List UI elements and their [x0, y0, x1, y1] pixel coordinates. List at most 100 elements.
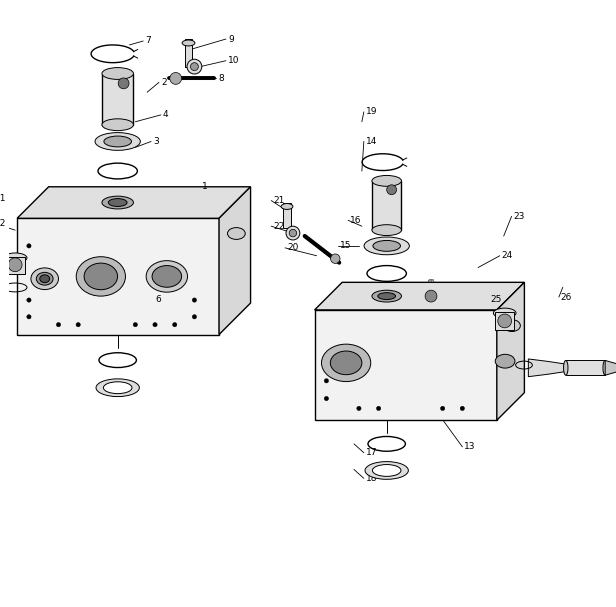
Circle shape	[172, 322, 177, 327]
Ellipse shape	[373, 464, 401, 476]
Polygon shape	[497, 282, 524, 420]
Text: 15: 15	[340, 242, 352, 250]
Circle shape	[187, 59, 202, 74]
Bar	[283, 203, 291, 228]
Ellipse shape	[364, 237, 410, 255]
Text: 20: 20	[287, 243, 298, 253]
Polygon shape	[605, 361, 616, 375]
Text: 21: 21	[274, 196, 285, 205]
Circle shape	[26, 314, 31, 319]
Circle shape	[440, 406, 445, 410]
Circle shape	[153, 322, 157, 327]
Polygon shape	[529, 359, 565, 377]
Circle shape	[26, 244, 31, 248]
Text: 17: 17	[366, 448, 378, 457]
Text: 4: 4	[163, 110, 169, 120]
Text: 8: 8	[218, 74, 224, 83]
Ellipse shape	[372, 290, 402, 302]
Polygon shape	[219, 187, 251, 334]
Ellipse shape	[372, 225, 402, 236]
Ellipse shape	[378, 293, 395, 300]
Text: 26: 26	[561, 293, 572, 302]
Bar	[495, 312, 514, 330]
Circle shape	[76, 322, 80, 327]
Ellipse shape	[36, 273, 53, 285]
Ellipse shape	[493, 308, 516, 318]
Polygon shape	[17, 187, 251, 219]
Bar	[565, 361, 605, 375]
Circle shape	[376, 406, 381, 410]
Text: 14: 14	[366, 137, 377, 146]
Text: 5: 5	[165, 268, 171, 277]
Circle shape	[118, 78, 129, 89]
Text: 19: 19	[366, 107, 378, 117]
Text: 24: 24	[502, 251, 513, 260]
Ellipse shape	[40, 275, 50, 283]
Polygon shape	[17, 219, 219, 334]
Text: 2: 2	[161, 78, 166, 87]
Polygon shape	[372, 181, 402, 230]
Circle shape	[8, 258, 22, 272]
Ellipse shape	[564, 361, 568, 375]
Text: 16: 16	[350, 215, 362, 225]
Ellipse shape	[95, 132, 140, 151]
Circle shape	[324, 379, 328, 383]
Text: 65: 65	[427, 279, 435, 284]
Circle shape	[387, 185, 397, 195]
Circle shape	[331, 254, 340, 263]
Text: 23: 23	[514, 212, 525, 221]
Text: 25: 25	[490, 294, 501, 304]
Ellipse shape	[373, 240, 400, 251]
Text: 6: 6	[155, 294, 161, 304]
Ellipse shape	[104, 136, 131, 147]
Ellipse shape	[152, 266, 182, 287]
Text: 12: 12	[0, 219, 7, 228]
Circle shape	[289, 229, 297, 237]
Text: 18: 18	[366, 474, 378, 483]
Circle shape	[133, 322, 137, 327]
Ellipse shape	[146, 260, 187, 292]
Ellipse shape	[102, 119, 134, 131]
Ellipse shape	[504, 320, 521, 331]
Text: 22: 22	[274, 222, 285, 231]
Circle shape	[460, 406, 464, 410]
Ellipse shape	[108, 198, 127, 206]
Text: 13: 13	[464, 443, 476, 452]
Circle shape	[170, 72, 182, 84]
Ellipse shape	[12, 266, 22, 274]
Bar	[185, 39, 192, 67]
Circle shape	[190, 63, 198, 70]
Text: 9: 9	[228, 35, 233, 44]
Circle shape	[192, 314, 197, 319]
Ellipse shape	[603, 361, 607, 375]
Circle shape	[357, 406, 361, 410]
Ellipse shape	[495, 354, 515, 368]
Polygon shape	[102, 73, 134, 124]
Text: 1: 1	[202, 182, 208, 191]
Ellipse shape	[102, 67, 134, 80]
Ellipse shape	[102, 196, 134, 209]
Polygon shape	[315, 310, 497, 420]
Ellipse shape	[372, 175, 402, 186]
Text: 7: 7	[145, 36, 151, 46]
Ellipse shape	[31, 268, 59, 290]
Ellipse shape	[281, 203, 293, 209]
Text: 11: 11	[0, 194, 7, 203]
Circle shape	[324, 396, 328, 401]
Ellipse shape	[96, 379, 139, 396]
Text: 3: 3	[153, 137, 159, 146]
Circle shape	[192, 298, 197, 302]
Circle shape	[26, 298, 31, 302]
Circle shape	[286, 226, 300, 240]
Text: 10: 10	[228, 56, 240, 65]
Ellipse shape	[3, 253, 27, 263]
Circle shape	[56, 322, 60, 327]
Circle shape	[498, 314, 512, 328]
Ellipse shape	[182, 40, 195, 46]
Ellipse shape	[330, 351, 362, 375]
Ellipse shape	[365, 461, 408, 480]
Ellipse shape	[227, 228, 245, 239]
Bar	[6, 257, 25, 274]
Ellipse shape	[84, 263, 118, 290]
Ellipse shape	[76, 257, 126, 296]
